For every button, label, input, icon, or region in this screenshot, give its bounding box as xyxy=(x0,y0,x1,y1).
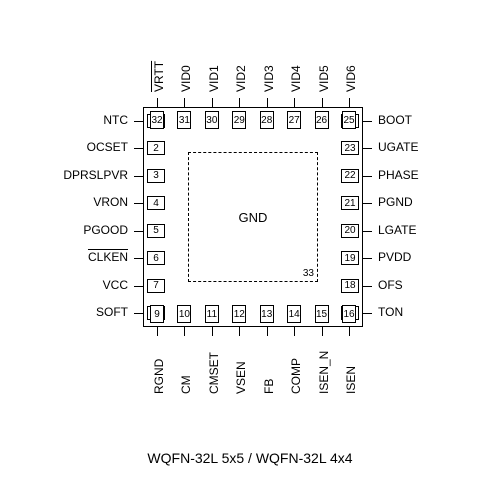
pin-tick xyxy=(322,98,323,107)
pin-tick xyxy=(363,176,372,177)
pin-tick xyxy=(363,121,372,122)
pin-7: 7 xyxy=(147,279,165,293)
package-footer: WQFN-32L 5x5 / WQFN-32L 4x4 xyxy=(0,450,500,466)
pin-15: 15 xyxy=(315,305,329,323)
pin-21: 21 xyxy=(341,196,359,210)
pin-11: 11 xyxy=(205,305,219,323)
pin-tick xyxy=(157,327,158,336)
pin-29: 29 xyxy=(232,111,246,129)
pin-label: VSEN xyxy=(234,361,248,394)
pin-label: COMP xyxy=(289,358,303,394)
pin-5: 5 xyxy=(147,224,165,238)
pin-tick xyxy=(363,286,372,287)
pin-tick xyxy=(267,98,268,107)
pin-3: 3 xyxy=(147,169,165,183)
pin-label: VID4 xyxy=(289,65,303,92)
pin-30: 30 xyxy=(205,111,219,129)
pin-label: OFS xyxy=(378,278,403,292)
pin-label: VID5 xyxy=(317,65,331,92)
pin-28: 28 xyxy=(260,111,274,129)
pin-label: NTC xyxy=(0,113,128,127)
pin-tick xyxy=(212,98,213,107)
pin-label: VID6 xyxy=(344,65,358,92)
pin-tick xyxy=(134,286,143,287)
pin-tick xyxy=(363,313,372,314)
pin-31: 31 xyxy=(177,111,191,129)
pin-18: 18 xyxy=(341,279,359,293)
pin-label: TON xyxy=(378,305,403,319)
pin-label: CM xyxy=(179,375,193,394)
pin-label: SOFT xyxy=(0,305,128,319)
pin-label: BOOT xyxy=(378,113,412,127)
pin-tick xyxy=(239,327,240,336)
exposed-pad-label: GND xyxy=(239,210,268,225)
exposed-pad-pin-number: 33 xyxy=(303,268,314,279)
pin-label: OCSET xyxy=(0,140,128,154)
pin-label: CLKEN xyxy=(0,250,128,264)
pin-label: CMSET xyxy=(207,352,221,394)
pin-tick xyxy=(349,98,350,107)
pin-label: VID3 xyxy=(262,65,276,92)
pin-tick xyxy=(134,313,143,314)
pin-26: 26 xyxy=(315,111,329,129)
pin-label: ISEN xyxy=(344,366,358,394)
pin-tick xyxy=(349,327,350,336)
pin-2: 2 xyxy=(147,141,165,155)
pin-label: PGND xyxy=(378,195,413,209)
pin-25: 25 xyxy=(342,111,356,129)
pin-label: VID2 xyxy=(234,65,248,92)
pin-tick xyxy=(322,327,323,336)
pin-13: 13 xyxy=(260,305,274,323)
pin-tick xyxy=(134,231,143,232)
pin-16: 16 xyxy=(342,305,356,323)
pin-label: PVDD xyxy=(378,250,411,264)
pin-label: DPRSLPVR xyxy=(0,168,128,182)
pin-label: VID0 xyxy=(179,65,193,92)
pin-tick xyxy=(294,327,295,336)
pin-9: 9 xyxy=(150,305,164,323)
pin-tick xyxy=(294,98,295,107)
pin-label: ISEN_N xyxy=(317,351,331,394)
pin-label: VRTT xyxy=(152,61,166,92)
pin-label: VID1 xyxy=(207,65,221,92)
pin-tick xyxy=(134,203,143,204)
pin-tick xyxy=(184,98,185,107)
pin-6: 6 xyxy=(147,251,165,265)
pin-20: 20 xyxy=(341,224,359,238)
pin-tick xyxy=(134,176,143,177)
pin-4: 4 xyxy=(147,196,165,210)
pin-tick xyxy=(363,231,372,232)
pin-label: FB xyxy=(262,379,276,394)
pin-label: RGND xyxy=(152,359,166,394)
pin-12: 12 xyxy=(232,305,246,323)
pin-label: LGATE xyxy=(378,223,416,237)
pin-label: UGATE xyxy=(378,140,418,154)
pin-tick xyxy=(267,327,268,336)
pin-tick xyxy=(134,258,143,259)
pin-tick xyxy=(363,258,372,259)
pin-tick xyxy=(363,203,372,204)
pin-14: 14 xyxy=(287,305,301,323)
pin-tick xyxy=(212,327,213,336)
pin-tick xyxy=(239,98,240,107)
pin-tick xyxy=(134,121,143,122)
pin-27: 27 xyxy=(287,111,301,129)
pin-22: 22 xyxy=(341,169,359,183)
pin-19: 19 xyxy=(341,251,359,265)
pin-10: 10 xyxy=(177,305,191,323)
pin-label: VRON xyxy=(0,195,128,209)
pin-tick xyxy=(363,148,372,149)
pin-tick xyxy=(184,327,185,336)
pin-32: 32 xyxy=(150,111,164,129)
pin-label: VCC xyxy=(0,278,128,292)
pin-label: PGOOD xyxy=(0,223,128,237)
exposed-pad: GND 33 xyxy=(188,152,318,282)
pin-tick xyxy=(157,98,158,107)
pin-label: PHASE xyxy=(378,168,419,182)
pin-tick xyxy=(134,148,143,149)
pin-23: 23 xyxy=(341,141,359,155)
